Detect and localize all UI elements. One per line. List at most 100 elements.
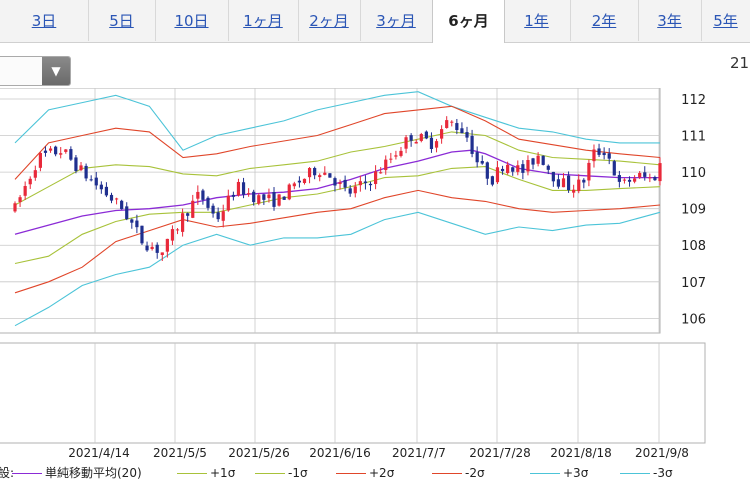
legend-item-3: +2σ (336, 464, 394, 482)
tab-0[interactable]: 3日 (0, 0, 89, 41)
candle-body (373, 171, 378, 185)
candle-body (64, 149, 68, 152)
candle-body (343, 179, 347, 188)
candle-body (384, 159, 388, 171)
candle-body (257, 195, 261, 204)
legend-label: 単純移動平均(20) (45, 466, 142, 480)
candle-body (424, 131, 428, 139)
candle-body (74, 157, 78, 172)
candle-body (445, 120, 449, 128)
tab-8[interactable]: 2年 (570, 0, 639, 41)
candle-body (267, 194, 271, 199)
candle-body (38, 152, 42, 168)
candle-body (247, 193, 251, 195)
candle-body (155, 244, 159, 253)
candle-body (216, 212, 220, 220)
candle-body (33, 170, 37, 178)
legend-item-6: -3σ (620, 464, 673, 482)
candle-body (551, 171, 555, 182)
candle-body (602, 152, 606, 156)
candle-body (465, 132, 469, 138)
candle-body (104, 186, 109, 196)
candle-body (130, 219, 134, 223)
chevron-down-icon[interactable]: ▼ (42, 57, 70, 85)
candle-body (120, 200, 124, 210)
candle-body (323, 172, 327, 175)
candle-body (140, 225, 144, 244)
tab-2[interactable]: 10日 (155, 0, 229, 41)
candle-body (282, 196, 286, 200)
candle-body (561, 178, 566, 188)
x-tick-label: 2021/5/26 (228, 446, 290, 460)
legend-label: -2σ (465, 466, 485, 480)
candle-body (490, 176, 495, 185)
candle-body (135, 220, 139, 228)
band-plus3-line (14, 91, 660, 151)
tab-1[interactable]: 5日 (88, 0, 156, 41)
x-tick-label: 2021/4/14 (68, 446, 130, 460)
candle-body (145, 245, 149, 251)
candle-body (566, 175, 571, 191)
y-tick-label: 112 (681, 93, 706, 108)
candle-body (231, 194, 235, 197)
legend-swatch (620, 473, 650, 474)
indicator-select[interactable]: ▼ (0, 56, 71, 86)
tab-10[interactable]: 5年 (701, 0, 750, 41)
candle-body (455, 123, 459, 131)
candle-body (546, 165, 550, 170)
candle-body (577, 179, 581, 192)
candle-body (643, 172, 647, 177)
legend-item-5: +3σ (530, 464, 588, 482)
candle-body (307, 168, 312, 178)
candle-body (79, 165, 83, 171)
candle-body (419, 134, 423, 141)
header-value: 21 (730, 54, 750, 72)
candle-body (18, 197, 22, 203)
tab-6[interactable]: 6ヶ月 (432, 0, 505, 43)
tab-3[interactable]: 1ヶ月 (228, 0, 299, 41)
legend-swatch (177, 473, 207, 474)
candle-body (475, 152, 479, 163)
candle-body (94, 177, 98, 186)
y-tick-label: 110 (681, 166, 706, 181)
band-minus3-line (14, 211, 661, 327)
tab-9[interactable]: 3年 (638, 0, 702, 41)
candle-body (23, 186, 27, 196)
price-chart: 106 107 108 109 110 111 112 2021/4/14 2021/5/5 20… (0, 88, 706, 460)
candle-body (28, 178, 32, 185)
candle-body (506, 164, 510, 174)
candle-body (226, 195, 230, 211)
sma-line (14, 149, 660, 235)
candle-body (526, 160, 530, 172)
candle-body (363, 181, 368, 184)
tab-5[interactable]: 3ヶ月 (360, 0, 433, 41)
legend-swatch (255, 473, 285, 474)
candle-body (348, 188, 352, 194)
y-tick-label: 106 (681, 312, 706, 327)
candle-body (175, 229, 180, 231)
candle-body (302, 178, 307, 184)
candle-body (389, 158, 393, 160)
candle-body (287, 184, 291, 200)
candle-body (114, 198, 119, 200)
x-tick-label: 2021/9/8 (635, 446, 689, 460)
tab-7[interactable]: 1年 (503, 0, 571, 41)
candle-body (150, 246, 154, 250)
candle-body (196, 191, 200, 199)
legend-swatch (12, 473, 42, 474)
candle-body (536, 155, 540, 164)
candle-body (653, 176, 657, 181)
candle-body (612, 161, 616, 176)
legend-label: -1σ (288, 466, 308, 480)
candle-body (236, 181, 241, 196)
candle-body (241, 182, 246, 195)
candle-body (262, 194, 266, 200)
band-minus2-line (14, 189, 661, 294)
candle-body (125, 206, 129, 220)
candle-body (206, 197, 210, 208)
candle-body (541, 155, 545, 165)
candle-body (272, 192, 276, 207)
legend-prefix: 設: (0, 466, 15, 480)
candle-body (252, 191, 256, 203)
tab-4[interactable]: 2ヶ月 (298, 0, 361, 41)
